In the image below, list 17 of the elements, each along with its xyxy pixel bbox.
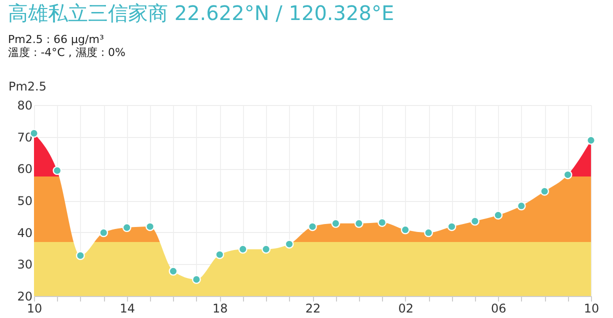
chart-subtitle: Pm2.5 : 66 μg/m³ <box>8 33 104 46</box>
y-tick-label: 80 <box>17 98 32 112</box>
x-tick-label: 18 <box>212 302 228 316</box>
y-tick-label: 40 <box>17 226 32 240</box>
y-tick-label: 50 <box>17 194 32 208</box>
text: 溫度 : -4°C , 濕度 : 0% <box>8 46 126 59</box>
x-tick-label: 02 <box>398 302 414 316</box>
x-tick-label: 10 <box>584 302 600 316</box>
x-tick-label: 22 <box>305 302 321 316</box>
y-axis-title: Pm2.5 <box>8 80 47 94</box>
x-tick-label: 10 <box>26 302 42 316</box>
x-tick-label: 06 <box>491 302 506 316</box>
y-tick-label: 30 <box>17 258 32 272</box>
y-tick-label: 20 <box>17 290 32 304</box>
x-tick-label: 14 <box>120 302 135 316</box>
y-tick-label: 60 <box>17 162 32 176</box>
chart-title: 高雄私立三信家商 22.622°N / 120.328°E <box>8 1 394 25</box>
